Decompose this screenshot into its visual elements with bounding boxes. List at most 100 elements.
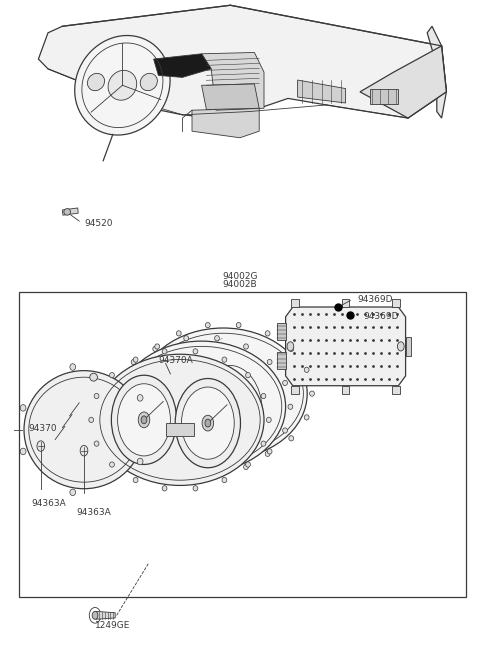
Ellipse shape <box>162 485 167 491</box>
Ellipse shape <box>288 404 293 409</box>
Text: 94363A: 94363A <box>77 508 111 518</box>
Ellipse shape <box>176 451 181 457</box>
Ellipse shape <box>267 449 272 454</box>
Ellipse shape <box>177 331 181 336</box>
Ellipse shape <box>193 349 198 354</box>
Ellipse shape <box>24 371 144 489</box>
Polygon shape <box>360 46 446 118</box>
Ellipse shape <box>205 459 210 464</box>
Polygon shape <box>154 54 211 77</box>
Ellipse shape <box>243 344 249 349</box>
Ellipse shape <box>181 387 234 459</box>
Ellipse shape <box>137 395 143 401</box>
Ellipse shape <box>184 336 189 341</box>
Ellipse shape <box>37 441 45 451</box>
Ellipse shape <box>205 323 210 328</box>
Text: 94002G: 94002G <box>222 272 258 281</box>
Bar <box>277 323 286 340</box>
Polygon shape <box>202 52 264 110</box>
Ellipse shape <box>96 354 264 485</box>
Ellipse shape <box>287 342 294 351</box>
Text: 94369D: 94369D <box>358 295 393 304</box>
Ellipse shape <box>205 419 211 427</box>
Ellipse shape <box>283 428 288 433</box>
Bar <box>291 386 299 394</box>
Ellipse shape <box>155 344 159 349</box>
Ellipse shape <box>246 462 251 467</box>
Ellipse shape <box>109 373 114 378</box>
Polygon shape <box>96 611 115 619</box>
Ellipse shape <box>153 436 157 441</box>
Ellipse shape <box>116 428 120 433</box>
Ellipse shape <box>116 380 120 386</box>
Ellipse shape <box>70 489 76 496</box>
Ellipse shape <box>153 346 157 352</box>
Ellipse shape <box>304 367 309 373</box>
Text: 94370: 94370 <box>29 424 58 433</box>
Ellipse shape <box>137 367 142 373</box>
Ellipse shape <box>193 485 198 491</box>
Ellipse shape <box>261 394 266 399</box>
Ellipse shape <box>111 375 177 464</box>
Polygon shape <box>62 208 78 215</box>
Ellipse shape <box>108 70 137 100</box>
Ellipse shape <box>133 478 138 483</box>
Polygon shape <box>298 80 346 103</box>
Bar <box>291 299 299 307</box>
Ellipse shape <box>132 391 137 396</box>
Text: 94370A: 94370A <box>158 356 193 365</box>
Ellipse shape <box>243 464 249 470</box>
Ellipse shape <box>94 394 99 399</box>
Ellipse shape <box>215 336 219 341</box>
Text: 94520: 94520 <box>84 219 112 228</box>
Ellipse shape <box>184 472 189 478</box>
Ellipse shape <box>397 342 404 351</box>
Ellipse shape <box>137 415 142 420</box>
Ellipse shape <box>267 359 272 365</box>
Ellipse shape <box>64 209 71 215</box>
Ellipse shape <box>283 380 288 386</box>
Ellipse shape <box>246 373 251 378</box>
Bar <box>342 386 349 394</box>
Ellipse shape <box>92 611 98 619</box>
Ellipse shape <box>89 417 94 422</box>
Text: 94369D: 94369D <box>363 312 399 321</box>
Polygon shape <box>427 26 446 118</box>
Ellipse shape <box>289 436 294 441</box>
Ellipse shape <box>222 357 227 362</box>
Bar <box>277 352 286 369</box>
Polygon shape <box>38 5 446 118</box>
Ellipse shape <box>118 384 170 456</box>
Ellipse shape <box>265 331 270 336</box>
Ellipse shape <box>141 416 147 424</box>
Ellipse shape <box>87 73 105 91</box>
Ellipse shape <box>80 445 88 456</box>
Ellipse shape <box>162 349 167 354</box>
Ellipse shape <box>109 462 114 467</box>
Ellipse shape <box>90 373 97 381</box>
Ellipse shape <box>222 478 227 483</box>
Ellipse shape <box>236 323 241 328</box>
Ellipse shape <box>94 441 99 446</box>
Bar <box>392 299 400 307</box>
Bar <box>166 423 194 436</box>
Bar <box>370 89 398 104</box>
Ellipse shape <box>137 458 143 465</box>
Ellipse shape <box>266 417 271 422</box>
Polygon shape <box>286 307 406 386</box>
Ellipse shape <box>20 405 26 411</box>
Text: 1249GE: 1249GE <box>95 621 131 630</box>
Bar <box>342 299 349 307</box>
Ellipse shape <box>70 363 76 370</box>
Ellipse shape <box>138 412 150 428</box>
Text: 94363A: 94363A <box>31 499 66 508</box>
Ellipse shape <box>175 379 240 468</box>
Bar <box>392 386 400 394</box>
Ellipse shape <box>140 73 157 91</box>
Ellipse shape <box>304 415 309 420</box>
Ellipse shape <box>236 459 241 464</box>
Ellipse shape <box>139 328 307 459</box>
Ellipse shape <box>261 441 266 446</box>
Ellipse shape <box>110 404 115 409</box>
Bar <box>406 337 411 356</box>
